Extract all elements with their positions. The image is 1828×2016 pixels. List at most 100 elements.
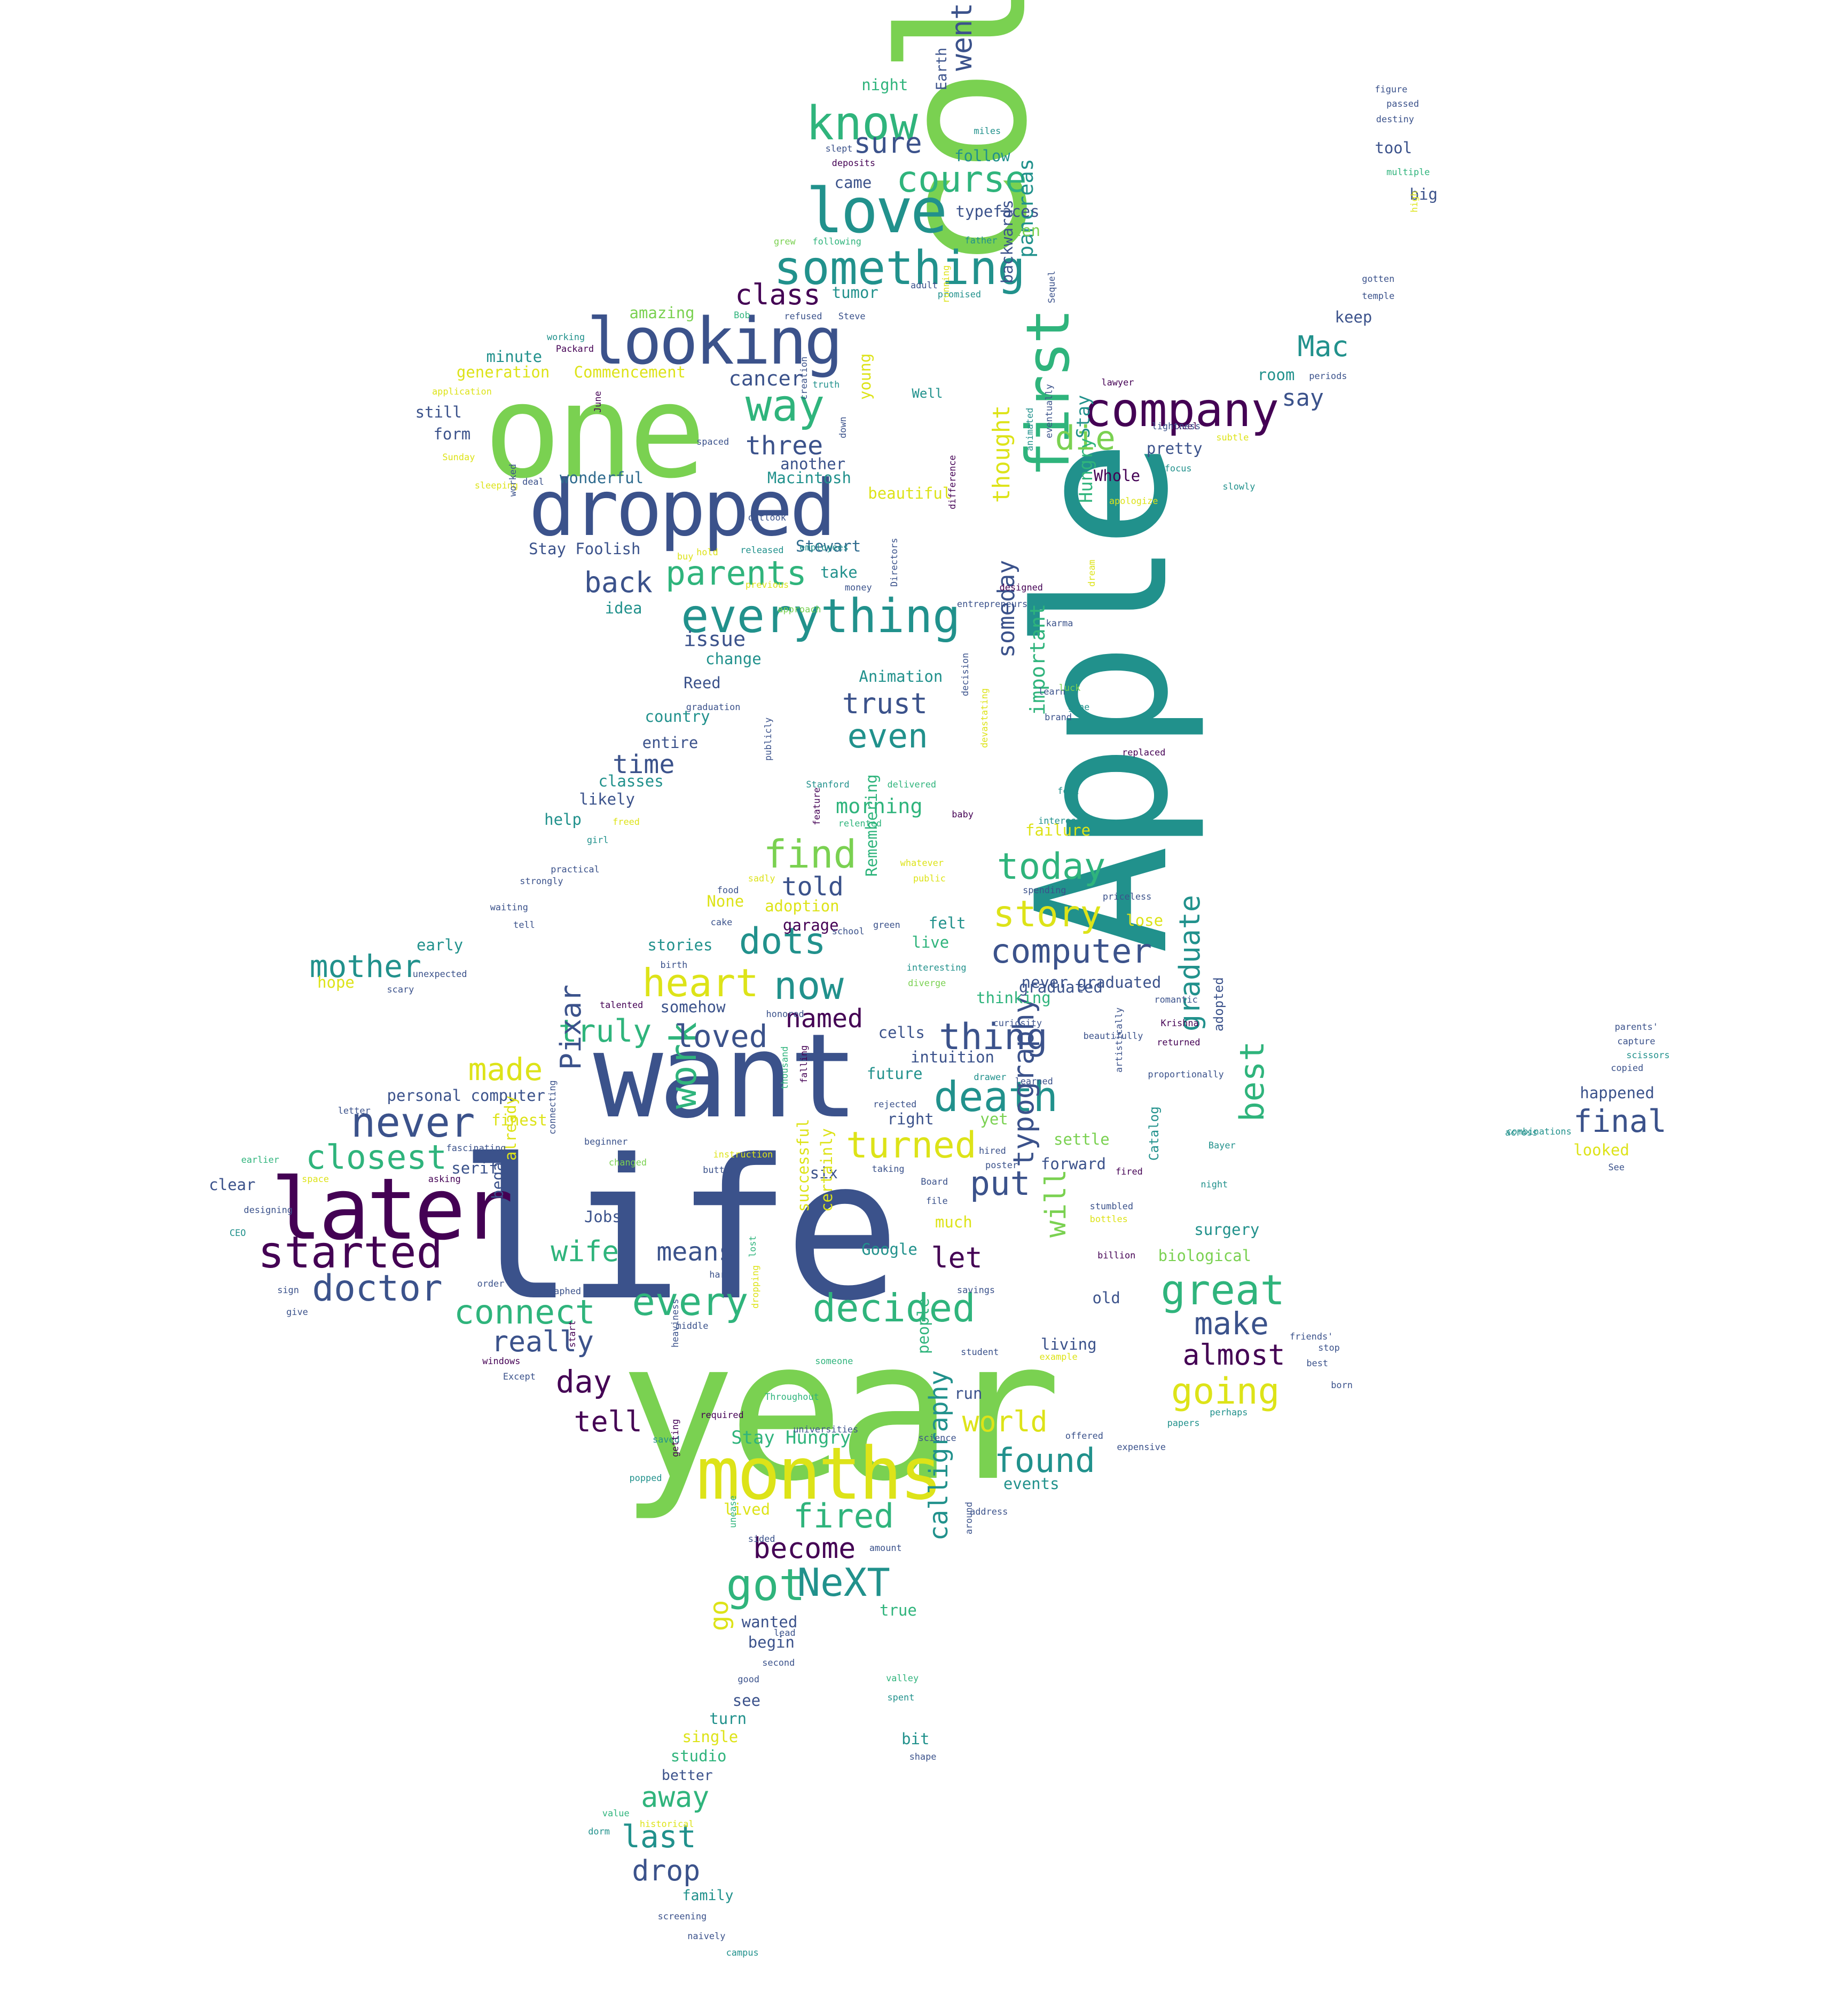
cloud-word: ten [1012,221,1041,240]
cloud-word: Stewart [796,537,861,556]
cloud-word: months [696,1431,943,1516]
cloud-word: Mac [1297,330,1349,364]
cloud-word: mother [309,948,421,985]
cloud-word: down [837,416,848,439]
cloud-word: lived [723,1500,771,1519]
cloud-word: want [593,1009,859,1144]
cloud-word: gone [1068,702,1090,713]
cloud-word: turned [846,1123,977,1166]
cloud-word: animated [1024,407,1035,452]
cloud-word: karma [1046,618,1073,629]
cloud-word: intuition [910,1048,994,1066]
cloud-word: away [641,1780,710,1814]
cloud-word: thing [939,1015,1048,1058]
cloud-word: decided [812,1286,976,1331]
cloud-word: honored [766,1008,804,1019]
cloud-word: public [913,873,946,884]
cloud-word: button [703,1164,736,1176]
cloud-word: NeXT [797,1561,890,1606]
cloud-word: night [861,75,908,94]
cloud-word: value [602,1808,630,1819]
cloud-word: know [806,96,918,151]
cloud-word: night [1201,1178,1228,1190]
cloud-word: historical [639,1818,694,1829]
cloud-word: stories [647,935,713,954]
cloud-word: copied [1611,1062,1644,1074]
cloud-word: dropped [529,464,836,554]
cloud-word: Well [912,385,943,401]
cloud-word: almost [1182,1338,1285,1372]
cloud-word: money [844,581,872,593]
cloud-word: good [738,1674,760,1685]
cloud-word: truth [812,379,840,390]
cloud-word: garage [782,916,839,935]
cloud-word: second [762,1657,795,1668]
cloud-word: miles [974,125,1001,136]
cloud-word: deal [522,476,544,487]
cloud-word: parents [665,554,807,593]
cloud-word: temple [1362,290,1395,301]
cloud-word: diverge [908,977,946,988]
cloud-word: idea [605,599,642,618]
cloud-word: somehow [660,997,726,1016]
cloud-word: typefaces [955,202,1040,220]
cloud-word: beautiful [868,484,952,503]
cloud-word: promised [937,289,982,300]
cloud-word: amount [869,1542,902,1553]
cloud-word: told [781,872,844,902]
cloud-word: Directors [889,538,900,587]
cloud-word: better [661,1767,713,1784]
cloud-word: hold [696,547,718,558]
cloud-word: subtle [1216,432,1249,443]
cloud-word: company [1083,382,1279,437]
cloud-word: refused [784,311,822,322]
cloud-word: people [914,1298,932,1354]
cloud-word: certainly [817,1128,836,1212]
cloud-word: letter [338,1105,371,1116]
cloud-word: combinations [1506,1125,1572,1137]
cloud-word: today [997,845,1106,888]
cloud-word: Board [921,1176,948,1187]
cloud-word: proportionally [1148,1069,1224,1080]
cloud-word: someone [815,1355,853,1366]
cloud-word: curiosity [993,1017,1042,1028]
cloud-word: Jobs [584,1208,622,1226]
cloud-word: learned [1015,1075,1053,1086]
cloud-word: make [1194,1305,1269,1342]
cloud-word: stop [1318,1342,1340,1353]
cloud-word: valley [886,1672,919,1683]
cloud-word: hope [317,973,355,991]
cloud-word: Commencement [574,363,686,382]
cloud-word: beginner [584,1136,628,1147]
cloud-word: apologize [1109,495,1158,506]
cloud-word: Bob [734,310,750,320]
cloud-word: adult [910,280,938,291]
cloud-word: start [566,1320,577,1348]
cloud-word: begin [748,1633,795,1652]
cloud-word: feature [811,787,822,825]
cloud-word: closest [305,1138,447,1177]
cloud-word: one [483,357,707,507]
cloud-word: following [812,236,861,247]
cloud-word: forward [1040,1155,1106,1174]
cloud-word: lawyer [1101,376,1134,388]
cloud-word: scissors [1626,1050,1670,1061]
cloud-word: spending [1023,885,1066,896]
cloud-word: found [994,1440,1095,1480]
cloud-word: sided [748,1533,775,1544]
cloud-word: heart [642,961,759,1006]
cloud-word: graduate [1173,895,1207,1031]
cloud-word: required [700,1409,744,1420]
cloud-word: live [912,933,950,951]
cloud-word: loved [674,1018,768,1054]
cloud-word: interest [1038,815,1082,826]
cloud-word: looking [586,304,843,379]
cloud-word: born [1331,1380,1353,1391]
cloud-word: year [619,1299,1062,1524]
cloud-word: saved [652,1434,680,1445]
cloud-word: brand [1045,712,1072,723]
cloud-word: fascinating [446,1143,506,1154]
cloud-word: thought [988,405,1015,503]
cloud-word: order [477,1278,505,1289]
cloud-word: dots [739,920,826,963]
